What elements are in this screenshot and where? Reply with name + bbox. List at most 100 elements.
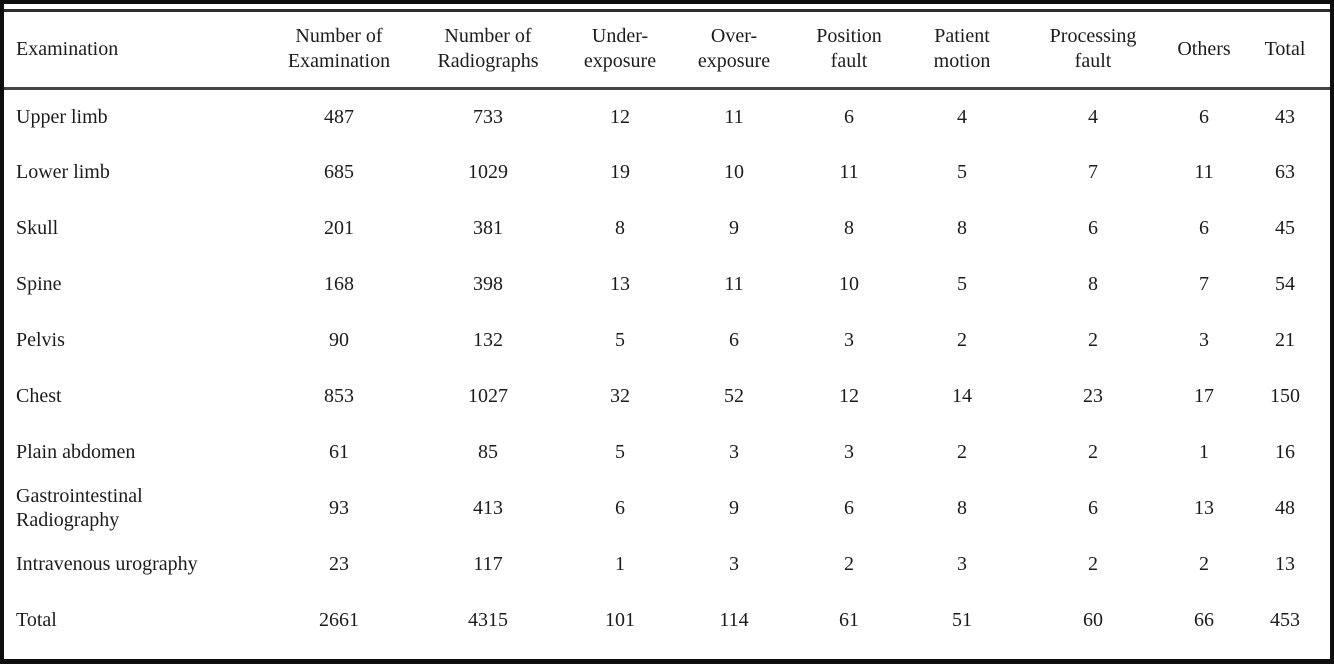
cell-skull-total: 45	[1275, 217, 1295, 239]
cell-plain-abdomen-position-fault: 3	[844, 441, 854, 463]
table-row-upper-limb: Upper limb 487 733 12 11 6 4 4 6 43	[4, 88, 1330, 144]
cell-pelvis-over-exposure: 6	[729, 329, 739, 351]
cell-pelvis-number-of-radiographs: 132	[473, 329, 503, 351]
cell-upper-limb-processing-fault: 4	[1088, 105, 1098, 128]
table-row-gastrointestinal-radiography: Gastrointestinal Radiography 93 413 6 9 6 8 6 13…	[4, 480, 1330, 536]
cell-lower-limb-others: 11	[1194, 161, 1214, 183]
cell-total-others: 66	[1194, 609, 1214, 631]
cell-spine-under-exposure: 13	[610, 273, 630, 295]
cell-spine-position-fault: 10	[839, 273, 859, 295]
row-label-chest: Chest	[16, 385, 62, 407]
cell-pelvis-number-of-examination: 90	[329, 329, 349, 351]
table-row-plain-abdomen: Plain abdomen 61 85 5 3 3 2 2 1 16	[4, 424, 1330, 480]
cell-upper-limb-others: 6	[1199, 105, 1209, 128]
cell-total-position-fault: 61	[839, 609, 859, 631]
column-header-under-exposure: Under- exposure	[564, 12, 676, 90]
cell-skull-number-of-radiographs: 381	[473, 217, 503, 239]
column-header-over-exposure: Over- exposure	[676, 12, 792, 90]
cell-lower-limb-number-of-examination: 685	[324, 161, 354, 183]
cell-spine-total: 54	[1275, 273, 1295, 295]
cell-pelvis-under-exposure: 5	[615, 329, 625, 351]
cell-intravenous-urography-processing-fault: 2	[1088, 553, 1098, 575]
cell-upper-limb-number-of-radiographs: 733	[473, 105, 503, 128]
cell-chest-processing-fault: 23	[1083, 385, 1103, 407]
column-header-number-of-examination: Number of Examination	[266, 12, 412, 90]
cell-intravenous-urography-number-of-examination: 23	[329, 553, 349, 575]
cell-spine-patient-motion: 5	[957, 273, 967, 295]
column-header-total: Total	[1240, 12, 1330, 90]
row-label-intravenous-urography: Intravenous urography	[16, 553, 198, 575]
row-label-pelvis: Pelvis	[16, 329, 65, 351]
cell-upper-limb-total: 43	[1275, 105, 1295, 128]
column-header-position-fault: Position fault	[792, 12, 906, 90]
table-row-chest: Chest 853 1027 32 52 12 14 23 17 150	[4, 368, 1330, 424]
cell-skull-position-fault: 8	[844, 217, 854, 239]
cell-gastrointestinal-radiography-number-of-examination: 93	[329, 497, 349, 519]
header-row: Examination Number of Examination Number o…	[4, 12, 1330, 90]
cell-intravenous-urography-over-exposure: 3	[729, 553, 739, 575]
cell-lower-limb-over-exposure: 10	[724, 161, 744, 183]
cell-gastrointestinal-radiography-processing-fault: 6	[1088, 497, 1098, 519]
cell-gastrointestinal-radiography-under-exposure: 6	[615, 497, 625, 519]
row-label-skull: Skull	[16, 217, 59, 239]
cell-lower-limb-number-of-radiographs: 1029	[468, 161, 508, 183]
cell-chest-total: 150	[1270, 385, 1300, 407]
cell-spine-over-exposure: 11	[724, 273, 744, 295]
cell-spine-number-of-examination: 168	[324, 273, 354, 295]
cell-intravenous-urography-others: 2	[1199, 553, 1209, 575]
table-header: Examination Number of Examination Number o…	[4, 12, 1330, 90]
cell-lower-limb-patient-motion: 5	[957, 161, 967, 183]
cell-spine-processing-fault: 8	[1088, 273, 1098, 295]
cell-chest-position-fault: 12	[839, 385, 859, 407]
radiograph-fault-table: Examination Number of Examination Number o…	[4, 12, 1330, 648]
cell-skull-number-of-examination: 201	[324, 217, 354, 239]
cell-upper-limb-over-exposure: 11	[724, 105, 744, 128]
cell-plain-abdomen-under-exposure: 5	[615, 441, 625, 463]
row-label-plain-abdomen: Plain abdomen	[16, 441, 136, 463]
row-label-upper-limb: Upper limb	[16, 105, 108, 128]
table-row-pelvis: Pelvis 90 132 5 6 3 2 2 3 21	[4, 312, 1330, 368]
row-label-gastrointestinal-radiography: Gastrointestinal Radiography	[16, 485, 143, 531]
row-label-lower-limb: Lower limb	[16, 161, 110, 183]
cell-pelvis-others: 3	[1199, 329, 1209, 351]
cell-total-number-of-examination: 2661	[319, 609, 359, 631]
cell-intravenous-urography-under-exposure: 1	[615, 553, 625, 575]
column-header-processing-fault: Processing fault	[1018, 12, 1168, 90]
cell-gastrointestinal-radiography-over-exposure: 9	[729, 497, 739, 519]
cell-plain-abdomen-total: 16	[1275, 441, 1295, 463]
cell-intravenous-urography-position-fault: 2	[844, 553, 854, 575]
cell-plain-abdomen-over-exposure: 3	[729, 441, 739, 463]
column-header-others: Others	[1168, 12, 1240, 90]
cell-total-patient-motion: 51	[952, 609, 972, 631]
cell-plain-abdomen-processing-fault: 2	[1088, 441, 1098, 463]
cell-chest-under-exposure: 32	[610, 385, 630, 407]
table-row-lower-limb: Lower limb 685 1029 19 10 11 5 7 11 63	[4, 144, 1330, 200]
cell-upper-limb-under-exposure: 12	[610, 105, 630, 128]
cell-spine-number-of-radiographs: 398	[473, 273, 503, 295]
cell-lower-limb-position-fault: 11	[839, 161, 859, 183]
column-header-examination: Examination	[4, 12, 266, 90]
cell-plain-abdomen-number-of-examination: 61	[329, 441, 349, 463]
cell-skull-processing-fault: 6	[1088, 217, 1098, 239]
cell-gastrointestinal-radiography-patient-motion: 8	[957, 497, 967, 519]
cell-plain-abdomen-others: 1	[1199, 441, 1209, 463]
cell-pelvis-total: 21	[1275, 329, 1295, 351]
cell-chest-number-of-radiographs: 1027	[468, 385, 508, 407]
cell-upper-limb-position-fault: 6	[844, 105, 854, 128]
cell-pelvis-processing-fault: 2	[1088, 329, 1098, 351]
cell-total-over-exposure: 114	[719, 609, 749, 631]
cell-pelvis-patient-motion: 2	[957, 329, 967, 351]
table-row-total: Total 2661 4315 101 114 61 51 60 66 453	[4, 592, 1330, 648]
top-double-rule	[4, 9, 1330, 12]
cell-chest-patient-motion: 14	[952, 385, 972, 407]
cell-skull-under-exposure: 8	[615, 217, 625, 239]
table-row-intravenous-urography: Intravenous urography 23 117 1 3 2 3 2 2 13	[4, 536, 1330, 592]
cell-plain-abdomen-patient-motion: 2	[957, 441, 967, 463]
cell-skull-others: 6	[1199, 217, 1209, 239]
cell-total-processing-fault: 60	[1083, 609, 1103, 631]
cell-intravenous-urography-total: 13	[1275, 553, 1295, 575]
cell-total-total: 453	[1270, 609, 1300, 631]
cell-gastrointestinal-radiography-number-of-radiographs: 413	[473, 497, 503, 519]
cell-lower-limb-total: 63	[1275, 161, 1295, 183]
